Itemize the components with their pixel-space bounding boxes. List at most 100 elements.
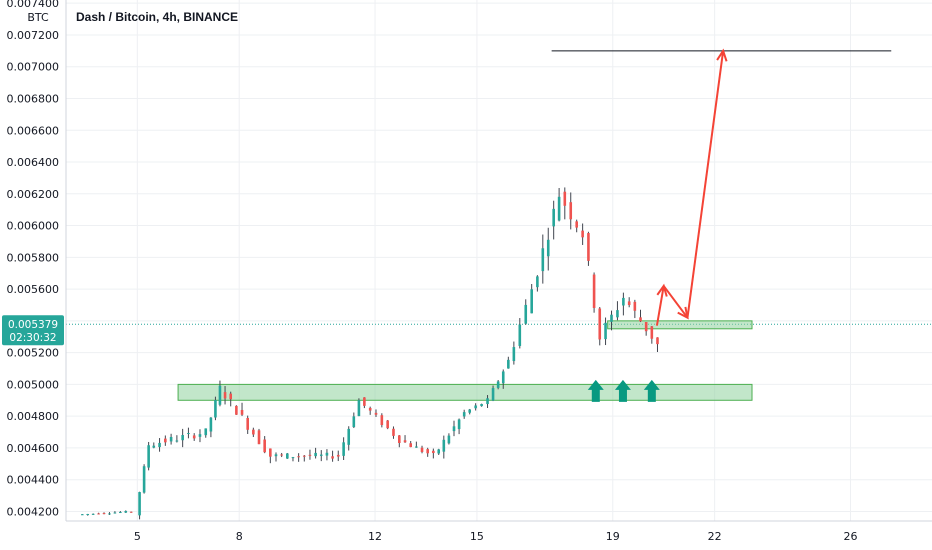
annotations — [551, 48, 892, 326]
candle-body-up — [437, 449, 441, 454]
candle-body-up — [204, 428, 208, 436]
y-tick-label: 0.004200 — [7, 505, 60, 518]
grid — [66, 0, 932, 521]
candle-body-down — [563, 191, 567, 206]
candle-body-down — [392, 428, 395, 436]
candle-body-down — [164, 438, 167, 443]
candle-body-down — [592, 274, 596, 308]
candles — [81, 187, 659, 520]
y-unit-label: BTC — [27, 11, 49, 24]
y-tick-label: 0.004600 — [7, 442, 60, 455]
candle-body-up — [480, 404, 483, 407]
x-tick-label: 5 — [134, 530, 141, 543]
candle-body-up — [142, 466, 146, 493]
candle-body-up — [357, 400, 361, 417]
candle-body-down — [269, 448, 272, 457]
projection-arrowhead — [716, 48, 728, 62]
projection-segment — [662, 285, 689, 319]
candle-body-up — [604, 322, 607, 340]
candle-body-up — [91, 513, 95, 515]
candle-body-up — [314, 452, 317, 457]
chart-title: Dash / Bitcoin, 4h, BINANCE — [76, 10, 238, 24]
candle-body-up — [541, 248, 545, 272]
candle-body-up — [175, 440, 179, 442]
candle-body-up — [286, 453, 289, 459]
candle-body-up — [447, 435, 451, 444]
candle-body-down — [587, 233, 590, 261]
candle-body-up — [124, 511, 128, 513]
candle-body-down — [235, 405, 238, 415]
candle-body-down — [644, 321, 648, 332]
y-tick-label: 0.006600 — [7, 124, 60, 137]
projection-segment — [686, 50, 725, 318]
candle-body-down — [257, 430, 261, 445]
candle-body-down — [129, 511, 133, 513]
y-axis[interactable]: 0.007400 0.007200 0.007000 0.006800 0.006600… — [2, 0, 67, 521]
candle-body-up — [113, 512, 117, 514]
y-tick-label: 0.007400 — [7, 0, 60, 10]
candle-body-down — [432, 450, 435, 454]
y-tick-label: 0.005600 — [7, 283, 60, 296]
x-axis[interactable]: 5 8 12 15 19 22 26 — [66, 520, 932, 543]
candle-body-up — [536, 276, 539, 288]
candle-body-down — [192, 435, 196, 439]
plot-background — [66, 0, 932, 521]
candle-body-up — [474, 405, 477, 409]
candle-body-up — [468, 409, 472, 413]
candle-body-up — [214, 400, 217, 418]
y-tick-label: 0.004400 — [7, 474, 60, 487]
candle-body-down — [581, 230, 584, 238]
candle-body-down — [229, 393, 233, 400]
x-tick-label: 8 — [236, 530, 243, 543]
projection-arrowhead — [677, 306, 689, 320]
candle-body-up — [274, 454, 278, 457]
up-arrow-marker-icon — [614, 379, 631, 402]
candle-body-up — [108, 513, 111, 515]
candle-body-down — [280, 454, 283, 456]
candle-body-down — [575, 221, 578, 228]
up-arrow-marker-icon — [643, 379, 660, 402]
x-tick-label: 12 — [368, 530, 382, 543]
candle-body-down — [102, 513, 106, 515]
candle-body-down — [656, 337, 659, 345]
candle-body-down — [336, 454, 340, 457]
candle-body-up — [501, 371, 505, 384]
candle-body-up — [181, 435, 184, 441]
y-tick-label: 0.006400 — [7, 156, 60, 169]
y-tick-label: 0.005200 — [7, 347, 60, 360]
y-tick-label: 0.007000 — [7, 61, 60, 74]
candle-body-up — [152, 445, 156, 448]
candle-body-up — [415, 446, 418, 448]
x-tick-label: 19 — [606, 530, 620, 543]
candle-body-up — [518, 324, 522, 346]
candle-body-up — [462, 412, 466, 417]
candle-body-down — [97, 513, 100, 515]
candle-body-down — [420, 447, 424, 452]
y-tick-label: 0.005000 — [7, 378, 60, 391]
candle-body-down — [398, 435, 401, 443]
zones — [177, 320, 753, 401]
candle-body-up — [610, 314, 613, 322]
candle-body-up — [452, 426, 456, 432]
candle-body-up — [512, 347, 516, 362]
candle-body-down — [633, 301, 637, 311]
candle-body-down — [297, 456, 300, 458]
candle-body-down — [308, 454, 312, 456]
candle-body-down — [403, 440, 407, 443]
candle-body-down — [650, 326, 654, 339]
candle-body-up — [546, 239, 550, 257]
candle-body-down — [374, 412, 378, 415]
candle-body-up — [507, 359, 510, 369]
candle-body-down — [627, 301, 631, 306]
countdown-label: 02:30:32 — [9, 332, 56, 344]
candle-body-up — [524, 304, 528, 324]
candle-body-down — [263, 439, 266, 453]
candle-body-down — [380, 415, 384, 426]
candle-body-down — [252, 429, 255, 435]
candle-body-up — [187, 432, 190, 434]
candle-body-down — [302, 455, 306, 457]
candle-body-down — [363, 397, 366, 406]
x-tick-label: 22 — [708, 530, 722, 543]
candle-body-up — [138, 492, 141, 516]
